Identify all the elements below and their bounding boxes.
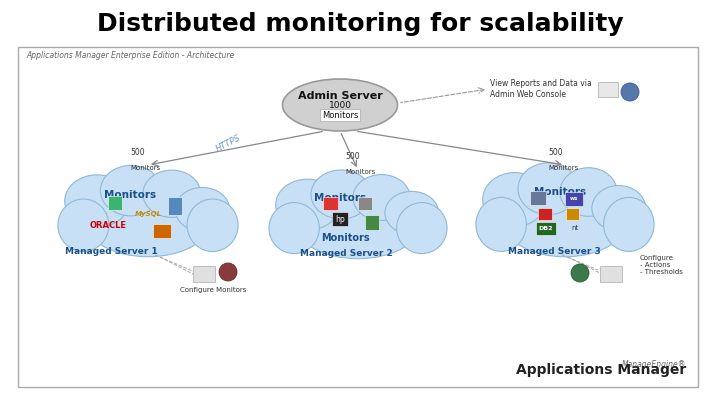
FancyBboxPatch shape bbox=[565, 192, 583, 206]
FancyBboxPatch shape bbox=[168, 197, 182, 215]
Ellipse shape bbox=[269, 202, 320, 254]
Ellipse shape bbox=[295, 187, 421, 259]
Text: 500: 500 bbox=[130, 148, 145, 157]
Text: Monitors: Monitors bbox=[322, 111, 358, 119]
Text: Monitors: Monitors bbox=[534, 187, 586, 197]
Text: Applications Manager: Applications Manager bbox=[516, 363, 686, 377]
Text: HTTPS: HTTPS bbox=[214, 133, 242, 153]
Circle shape bbox=[571, 264, 589, 282]
FancyBboxPatch shape bbox=[108, 196, 122, 210]
Text: Monitors: Monitors bbox=[320, 233, 369, 243]
FancyBboxPatch shape bbox=[536, 222, 556, 234]
Text: 1000: 1000 bbox=[328, 102, 351, 111]
FancyBboxPatch shape bbox=[358, 196, 372, 209]
FancyBboxPatch shape bbox=[332, 212, 348, 226]
Text: 500: 500 bbox=[548, 148, 562, 157]
Text: Configure
- Actions
- Thresholds: Configure - Actions - Thresholds bbox=[640, 255, 683, 275]
FancyBboxPatch shape bbox=[538, 208, 552, 220]
FancyBboxPatch shape bbox=[598, 82, 618, 97]
Text: Managed Server 3: Managed Server 3 bbox=[508, 247, 600, 256]
Text: Monitors: Monitors bbox=[130, 165, 161, 171]
Text: Monitors: Monitors bbox=[314, 193, 366, 203]
FancyBboxPatch shape bbox=[153, 224, 171, 238]
FancyBboxPatch shape bbox=[565, 208, 578, 220]
Ellipse shape bbox=[603, 197, 654, 252]
Text: MySQL: MySQL bbox=[135, 211, 161, 217]
Ellipse shape bbox=[65, 175, 130, 227]
Text: hp: hp bbox=[335, 215, 345, 224]
Ellipse shape bbox=[482, 173, 546, 226]
Ellipse shape bbox=[58, 199, 109, 252]
Text: Monitors: Monitors bbox=[345, 169, 375, 175]
FancyBboxPatch shape bbox=[323, 196, 338, 209]
Text: Managed Server 1: Managed Server 1 bbox=[65, 247, 158, 256]
Text: View Reports and Data via
Admin Web Console: View Reports and Data via Admin Web Cons… bbox=[490, 79, 592, 99]
Text: Monitors: Monitors bbox=[104, 190, 156, 200]
FancyBboxPatch shape bbox=[18, 47, 698, 387]
FancyBboxPatch shape bbox=[193, 266, 215, 282]
Text: ManageEngine®: ManageEngine® bbox=[621, 360, 686, 369]
Ellipse shape bbox=[311, 170, 372, 219]
Circle shape bbox=[219, 263, 237, 281]
Text: Distributed monitoring for scalability: Distributed monitoring for scalability bbox=[96, 12, 624, 36]
Text: Configure Monitors: Configure Monitors bbox=[180, 287, 246, 293]
Text: nt: nt bbox=[572, 225, 579, 231]
Ellipse shape bbox=[476, 197, 526, 252]
Ellipse shape bbox=[276, 179, 340, 230]
Text: DB2: DB2 bbox=[539, 226, 553, 230]
Ellipse shape bbox=[397, 202, 447, 254]
Text: Monitors: Monitors bbox=[548, 165, 578, 171]
FancyBboxPatch shape bbox=[530, 191, 546, 205]
Ellipse shape bbox=[518, 163, 578, 215]
Circle shape bbox=[621, 83, 639, 101]
Ellipse shape bbox=[175, 188, 230, 232]
Ellipse shape bbox=[282, 79, 397, 131]
FancyBboxPatch shape bbox=[365, 215, 379, 230]
Ellipse shape bbox=[592, 185, 646, 231]
Ellipse shape bbox=[502, 181, 628, 257]
FancyBboxPatch shape bbox=[600, 266, 622, 282]
Ellipse shape bbox=[560, 168, 617, 216]
Text: Managed Server 2: Managed Server 2 bbox=[300, 249, 392, 258]
Ellipse shape bbox=[187, 199, 238, 252]
Ellipse shape bbox=[385, 192, 438, 234]
Ellipse shape bbox=[353, 175, 410, 220]
Text: Applications Manager Enterprise Edition - Architecture: Applications Manager Enterprise Edition … bbox=[26, 51, 234, 60]
Text: 500: 500 bbox=[345, 152, 359, 161]
Ellipse shape bbox=[100, 165, 161, 216]
Ellipse shape bbox=[143, 170, 201, 217]
Text: ws: ws bbox=[570, 196, 578, 202]
Text: Admin Server: Admin Server bbox=[297, 91, 382, 101]
Text: ORACLE: ORACLE bbox=[89, 222, 127, 230]
Ellipse shape bbox=[84, 183, 212, 257]
